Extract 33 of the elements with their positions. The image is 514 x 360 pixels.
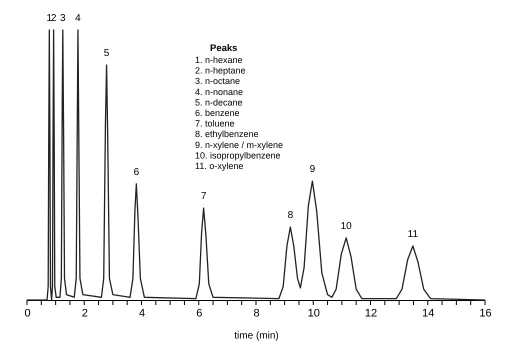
x-tick-label: 8 — [253, 308, 260, 320]
annotation: 7 — [200, 191, 207, 202]
annotation: 11. o-xylene — [195, 161, 244, 171]
x-tick-label: 14 — [422, 308, 434, 320]
x-tick-label: 0 — [24, 308, 31, 320]
x-tick-label: 2 — [82, 308, 88, 320]
annotation: 6. benzene — [195, 108, 240, 118]
annotation: 8. ethylbenzene — [195, 129, 259, 140]
annotation: 11 — [408, 229, 418, 240]
annotation: 1 — [46, 13, 53, 24]
x-axis-title: time (min) — [234, 330, 279, 342]
annotation: 9 — [310, 164, 316, 176]
annotation: 2. n-heptane — [195, 66, 246, 76]
annotation: 9. n-xylene / m-xylene — [195, 140, 284, 150]
annotation: 6 — [134, 166, 140, 178]
annotation: 10. isopropylbenzene — [195, 150, 281, 160]
x-tick-label: 16 — [479, 308, 492, 320]
x-tick-label: 10 — [308, 308, 320, 320]
annotation: 8 — [288, 210, 294, 222]
x-tick-label: 6 — [196, 308, 202, 320]
annotation: 5 — [104, 48, 110, 60]
annotation: 3 — [60, 13, 66, 24]
annotation: 1. n-hexane — [195, 55, 243, 65]
annotation: 2 — [50, 13, 57, 24]
annotation: 10 — [340, 220, 352, 232]
annotation: 7. toluene — [195, 118, 235, 129]
annotation: 3. n-octane — [195, 76, 240, 86]
x-tick-label: 4 — [138, 308, 146, 320]
annotation: 5. n-decane — [195, 97, 243, 108]
x-tick-label: 12 — [364, 308, 378, 320]
annotation: 4 — [75, 13, 82, 24]
legend-title: Peaks — [210, 43, 238, 54]
annotation: 4. n-nonane — [195, 86, 244, 97]
